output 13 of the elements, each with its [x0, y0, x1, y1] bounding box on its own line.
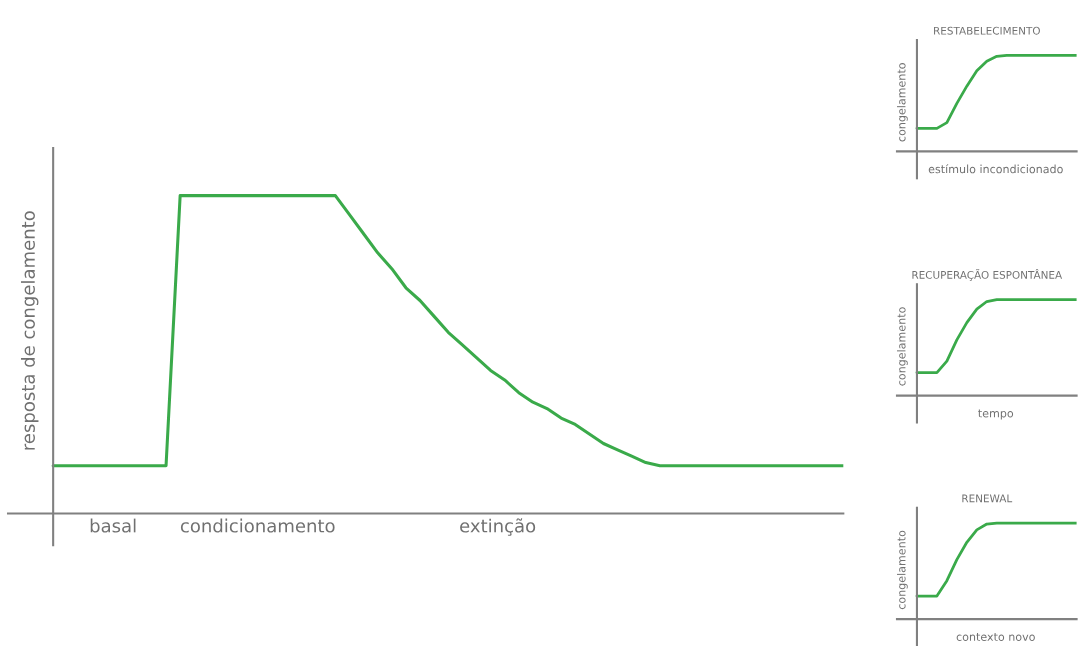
- chart-title: RECUPERAÇÃO ESPONTÂNEA: [912, 269, 1063, 281]
- y-axis-title: congelamento: [896, 63, 908, 142]
- x-axis-title: estímulo incondicionado: [928, 164, 1063, 174]
- y-axis-title: congelamento: [896, 530, 908, 610]
- chart-title: RENEWAL: [962, 494, 1013, 503]
- x-axis-title: tempo: [978, 409, 1014, 420]
- y-axis-title: congelamento: [896, 307, 908, 386]
- text: extinção: [460, 518, 536, 536]
- x-axis-title: contexto novo: [956, 632, 1035, 641]
- text: condicionamento: [180, 518, 335, 533]
- y-axis-title: resposta de congelamento: [20, 211, 39, 450]
- text: basal: [90, 518, 136, 533]
- chart-title: RESTABELECIMENTO: [934, 26, 1040, 35]
